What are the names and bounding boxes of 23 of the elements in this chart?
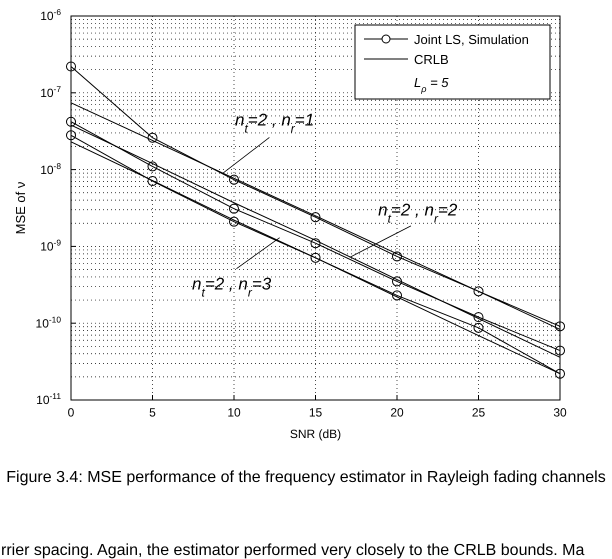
legend-label: Joint LS, Simulation: [414, 32, 529, 47]
annotation: L$_{ρ}$ = 5: [414, 75, 450, 94]
x-tick-label: 5: [149, 406, 156, 420]
x-tick-label: 15: [308, 406, 322, 420]
text: rrier spacing. Again, the estimator performed very closely to the CRLB bounds. Ma: [1, 542, 584, 559]
annotation: n$_{t}$=2 , n$_{r}$=1: [235, 110, 314, 136]
y-tick-label: 10$^{-9}$: [40, 238, 62, 254]
caption: Figure 3.4: MSE performance of the frequency estimator in Rayleigh fading channels: [6, 469, 606, 486]
y-tick-label: 10$^{-6}$: [40, 7, 62, 24]
x-axis-title: SNR (dB): [290, 427, 342, 441]
y-tick-label: 10$^{-10}$: [36, 314, 62, 330]
y-axis-title: MSE of ν: [13, 182, 28, 234]
x-tick-label: 25: [472, 406, 486, 420]
x-tick-label: 20: [390, 406, 404, 420]
x-tick-label: 30: [553, 406, 567, 420]
annotation: n$_{t}$=2 , n$_{r}$=3: [192, 274, 272, 300]
legend-label: CRLB: [414, 52, 449, 67]
y-tick-label: 10$^{-8}$: [40, 160, 62, 177]
annotation: n$_{t}$=2 , n$_{r}$=2: [378, 200, 458, 226]
y-tick-label: 10$^{-11}$: [36, 391, 62, 408]
x-tick-label: 10: [227, 406, 241, 420]
y-tick-label: 10$^{-7}$: [40, 84, 62, 100]
x-tick-label: 0: [68, 406, 75, 420]
